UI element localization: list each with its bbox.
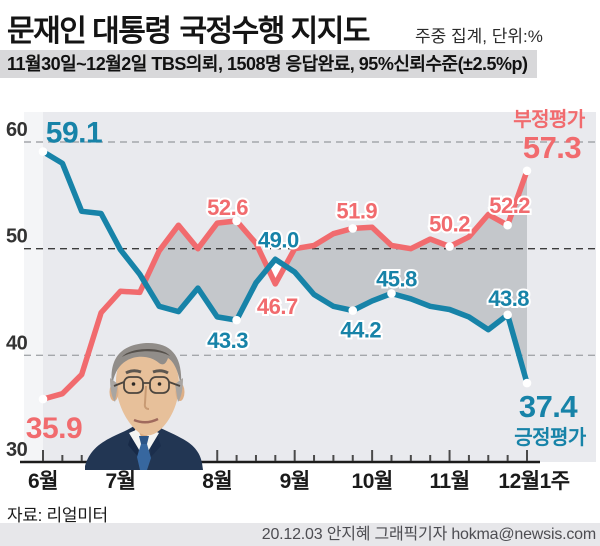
data-point-marker — [522, 378, 532, 388]
y-tick-label: 50 — [6, 226, 28, 248]
eye-right — [157, 382, 162, 386]
pre-series-band — [24, 112, 43, 462]
shirt-collar — [129, 429, 159, 458]
pos-value-label: 59.1 — [46, 117, 102, 150]
month-label: 8월 — [202, 470, 232, 493]
month-label: 6월 — [28, 470, 58, 493]
pos-value-label: 43.3 — [207, 328, 248, 353]
data-point-marker — [445, 242, 454, 251]
data-point-marker — [503, 310, 512, 320]
data-point-marker — [348, 306, 358, 315]
tie-knot — [139, 436, 149, 444]
neg-value-label: 51.9 — [336, 198, 377, 223]
pos-value-label: 37.4 — [519, 389, 579, 424]
eye-left — [131, 382, 136, 386]
credit-text: 20.12.03 안지혜 그래픽기자 hokma@newsis.com — [261, 526, 596, 543]
data-point-marker — [232, 216, 241, 226]
eyebrow-right — [152, 369, 169, 375]
mouth — [133, 417, 159, 424]
neg-value-label: 52.2 — [489, 193, 530, 218]
y-tick-label: 60 — [6, 119, 28, 141]
source-note: 자료: 리얼미터 — [7, 506, 108, 525]
positive-line — [40, 148, 530, 386]
data-point-marker — [348, 224, 358, 233]
data-point-marker — [38, 147, 48, 156]
data-point-marker — [522, 166, 532, 176]
month-label: 9월 — [280, 470, 310, 493]
pos-value-label: 43.8 — [488, 286, 529, 311]
moon-jaein-photo — [85, 342, 203, 470]
glasses-bridge — [113, 381, 181, 387]
nose — [143, 385, 150, 410]
credit-band: 20.12.03 안지혜 그래픽기자 hokma@newsis.com — [0, 523, 600, 546]
neg-value-label: 57.3 — [523, 130, 582, 165]
y-tick-label: 40 — [6, 332, 28, 354]
page-title: 문재인 대통령 국정수행 지지도 — [7, 6, 370, 50]
positive-series-label: 긍정평가 — [514, 426, 587, 449]
survey-info-bar: 11월30일~12월2일 TBS의뢰, 1508명 응답완료, 95%신뢰수준(… — [0, 50, 538, 78]
neg-value-label: 46.7 — [257, 294, 298, 319]
pos-value-label: 49.0 — [258, 227, 299, 252]
data-point-marker — [387, 289, 396, 298]
neg-value-label: 50.2 — [429, 212, 470, 237]
negative-series-label: 부정평가 — [513, 108, 586, 131]
hair-top — [122, 348, 170, 357]
pos-value-label: 45.8 — [376, 266, 417, 291]
month-label: 10월 — [352, 470, 393, 493]
y-tick-label: 30 — [6, 439, 28, 461]
title-main: 문재인 대통령 — [7, 15, 172, 48]
fill-negative-above — [144, 220, 268, 321]
glasses-left-lens — [123, 376, 144, 394]
glasses-right-lens — [149, 376, 170, 394]
neg-value-label: 52.6 — [207, 195, 248, 220]
neg-value-label: 35.9 — [26, 412, 82, 445]
title-note: 주중 집계, 단위:% — [415, 27, 543, 46]
suit-lapel-left — [128, 426, 139, 458]
data-point-marker — [232, 315, 241, 325]
pos-value-label: 44.2 — [340, 318, 381, 343]
data-point-marker — [38, 394, 48, 404]
month-label: 11월 — [430, 470, 470, 493]
tie — [137, 444, 151, 470]
month-label: 12월1주 — [498, 470, 569, 493]
title-strong: 국정수행 지지도 — [179, 15, 370, 48]
fill-negative-above — [285, 170, 527, 384]
hair-side-left — [110, 378, 118, 402]
data-point-marker — [503, 220, 512, 230]
chart-background-layer — [20, 112, 596, 464]
eyebrow-left — [125, 369, 142, 375]
month-label: 7월 — [105, 470, 135, 493]
